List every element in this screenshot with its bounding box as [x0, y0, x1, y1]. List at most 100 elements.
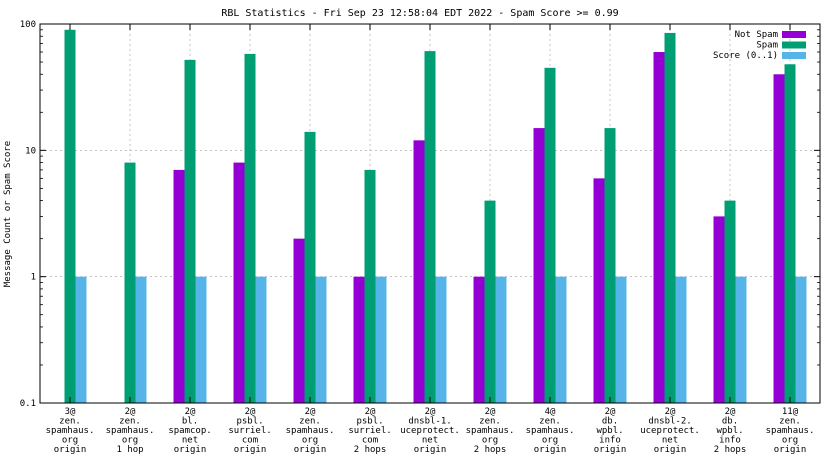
bar-not-spam [533, 128, 545, 403]
bar-spam [304, 131, 316, 403]
bar-not-spam [413, 140, 425, 403]
y-tick-label: 10 [25, 146, 36, 156]
legend-swatch [782, 52, 806, 59]
x-category-label: uceprotect. [400, 426, 460, 436]
bar-not-spam [473, 276, 485, 403]
x-category-label: net [182, 436, 198, 446]
x-category-label: com [362, 436, 378, 446]
x-category-label: 11@ [782, 407, 799, 417]
x-category-label: origin [234, 445, 267, 455]
x-category-label: 4@ [545, 407, 556, 417]
x-category-label: dnsbl-1. [408, 417, 451, 427]
x-category-label: spamhaus. [466, 426, 515, 436]
x-axis-labels: 3@zen.spamhaus.orgorigin2@zen.spamhaus.o… [46, 24, 815, 455]
x-category-label: org [542, 436, 558, 446]
x-category-label: db. [722, 417, 738, 427]
bar-spam [784, 64, 796, 403]
x-category-label: zen. [59, 417, 81, 427]
bar-spam [424, 51, 436, 404]
x-category-label: 2 hops [354, 445, 387, 455]
x-category-label: zen. [539, 417, 561, 427]
x-category-label: origin [534, 445, 567, 455]
bar-not-spam [653, 52, 665, 404]
x-category-label: psbl. [236, 417, 263, 427]
x-category-label: 1 hop [116, 445, 143, 455]
x-category-label: spamhaus. [106, 426, 155, 436]
bars [64, 29, 807, 404]
bar-score-0-1 [375, 276, 387, 403]
bar-not-spam [773, 74, 785, 404]
x-category-label: db. [602, 417, 618, 427]
legend-label: Score (0..1) [713, 51, 778, 61]
legend-swatch [782, 41, 806, 49]
bar-spam [184, 59, 196, 404]
legend-swatch [782, 31, 806, 38]
x-category-label: spamcop. [168, 426, 211, 436]
bar-not-spam [173, 169, 185, 403]
bar-not-spam [593, 178, 605, 403]
x-category-label: uceprotect. [640, 426, 700, 436]
bar-not-spam [353, 276, 365, 403]
x-category-label: origin [174, 445, 207, 455]
bar-score-0-1 [615, 276, 627, 403]
x-category-label: 3@ [65, 407, 76, 417]
x-category-label: psbl. [356, 417, 383, 427]
bar-not-spam [233, 162, 245, 403]
x-category-label: 2@ [425, 407, 436, 417]
x-category-label: 2@ [125, 407, 136, 417]
y-tick-label: 100 [20, 20, 36, 30]
x-category-label: org [302, 436, 318, 446]
x-category-label: surriel. [348, 426, 391, 436]
bar-spam [124, 162, 136, 403]
bar-spam [604, 128, 616, 403]
x-category-label: origin [594, 445, 627, 455]
x-category-label: origin [654, 445, 687, 455]
x-category-label: origin [414, 445, 447, 455]
x-category-label: wpbl. [596, 426, 623, 436]
y-tick-label: 0.1 [20, 399, 36, 409]
bar-score-0-1 [795, 276, 807, 403]
bar-not-spam [293, 238, 305, 403]
legend-label: Spam [756, 41, 778, 51]
x-category-label: spamhaus. [526, 426, 575, 436]
x-category-label: net [662, 436, 678, 446]
x-category-label: zen. [119, 417, 141, 427]
y-axis-ticks: 0.1 1 10 100 [20, 20, 820, 409]
x-category-label: spamhaus. [766, 426, 815, 436]
x-category-label: 2 hops [474, 445, 507, 455]
x-category-label: org [122, 436, 138, 446]
bar-score-0-1 [315, 276, 327, 403]
bar-score-0-1 [495, 276, 507, 403]
x-category-label: info [719, 436, 741, 446]
x-category-label: 2@ [365, 407, 376, 417]
x-category-label: dnsbl-2. [648, 417, 691, 427]
x-category-label: spamhaus. [46, 426, 95, 436]
x-category-label: org [782, 436, 798, 446]
bar-spam [244, 53, 256, 403]
y-tick-label: 1 [31, 273, 36, 283]
x-category-label: 2@ [665, 407, 676, 417]
chart-title: RBL Statistics - Fri Sep 23 12:58:04 EDT… [221, 8, 618, 19]
x-category-label: origin [294, 445, 327, 455]
bar-spam [64, 29, 76, 403]
x-category-label: org [62, 436, 78, 446]
x-category-label: 2@ [245, 407, 256, 417]
x-category-label: 2 hops [714, 445, 747, 455]
bar-spam [484, 200, 496, 403]
x-category-label: origin [54, 445, 87, 455]
x-category-label: 2@ [725, 407, 736, 417]
x-category-label: zen. [299, 417, 321, 427]
bar-not-spam [713, 216, 725, 403]
x-category-label: zen. [779, 417, 801, 427]
legend-label: Not Spam [735, 30, 778, 40]
x-category-label: org [482, 436, 498, 446]
bar-score-0-1 [75, 276, 87, 403]
bar-score-0-1 [435, 276, 447, 403]
x-category-label: zen. [479, 417, 501, 427]
x-category-label: origin [774, 445, 807, 455]
y-axis-label: Message Count or Spam Score [3, 141, 13, 287]
bar-score-0-1 [135, 276, 147, 403]
bar-score-0-1 [195, 276, 207, 403]
